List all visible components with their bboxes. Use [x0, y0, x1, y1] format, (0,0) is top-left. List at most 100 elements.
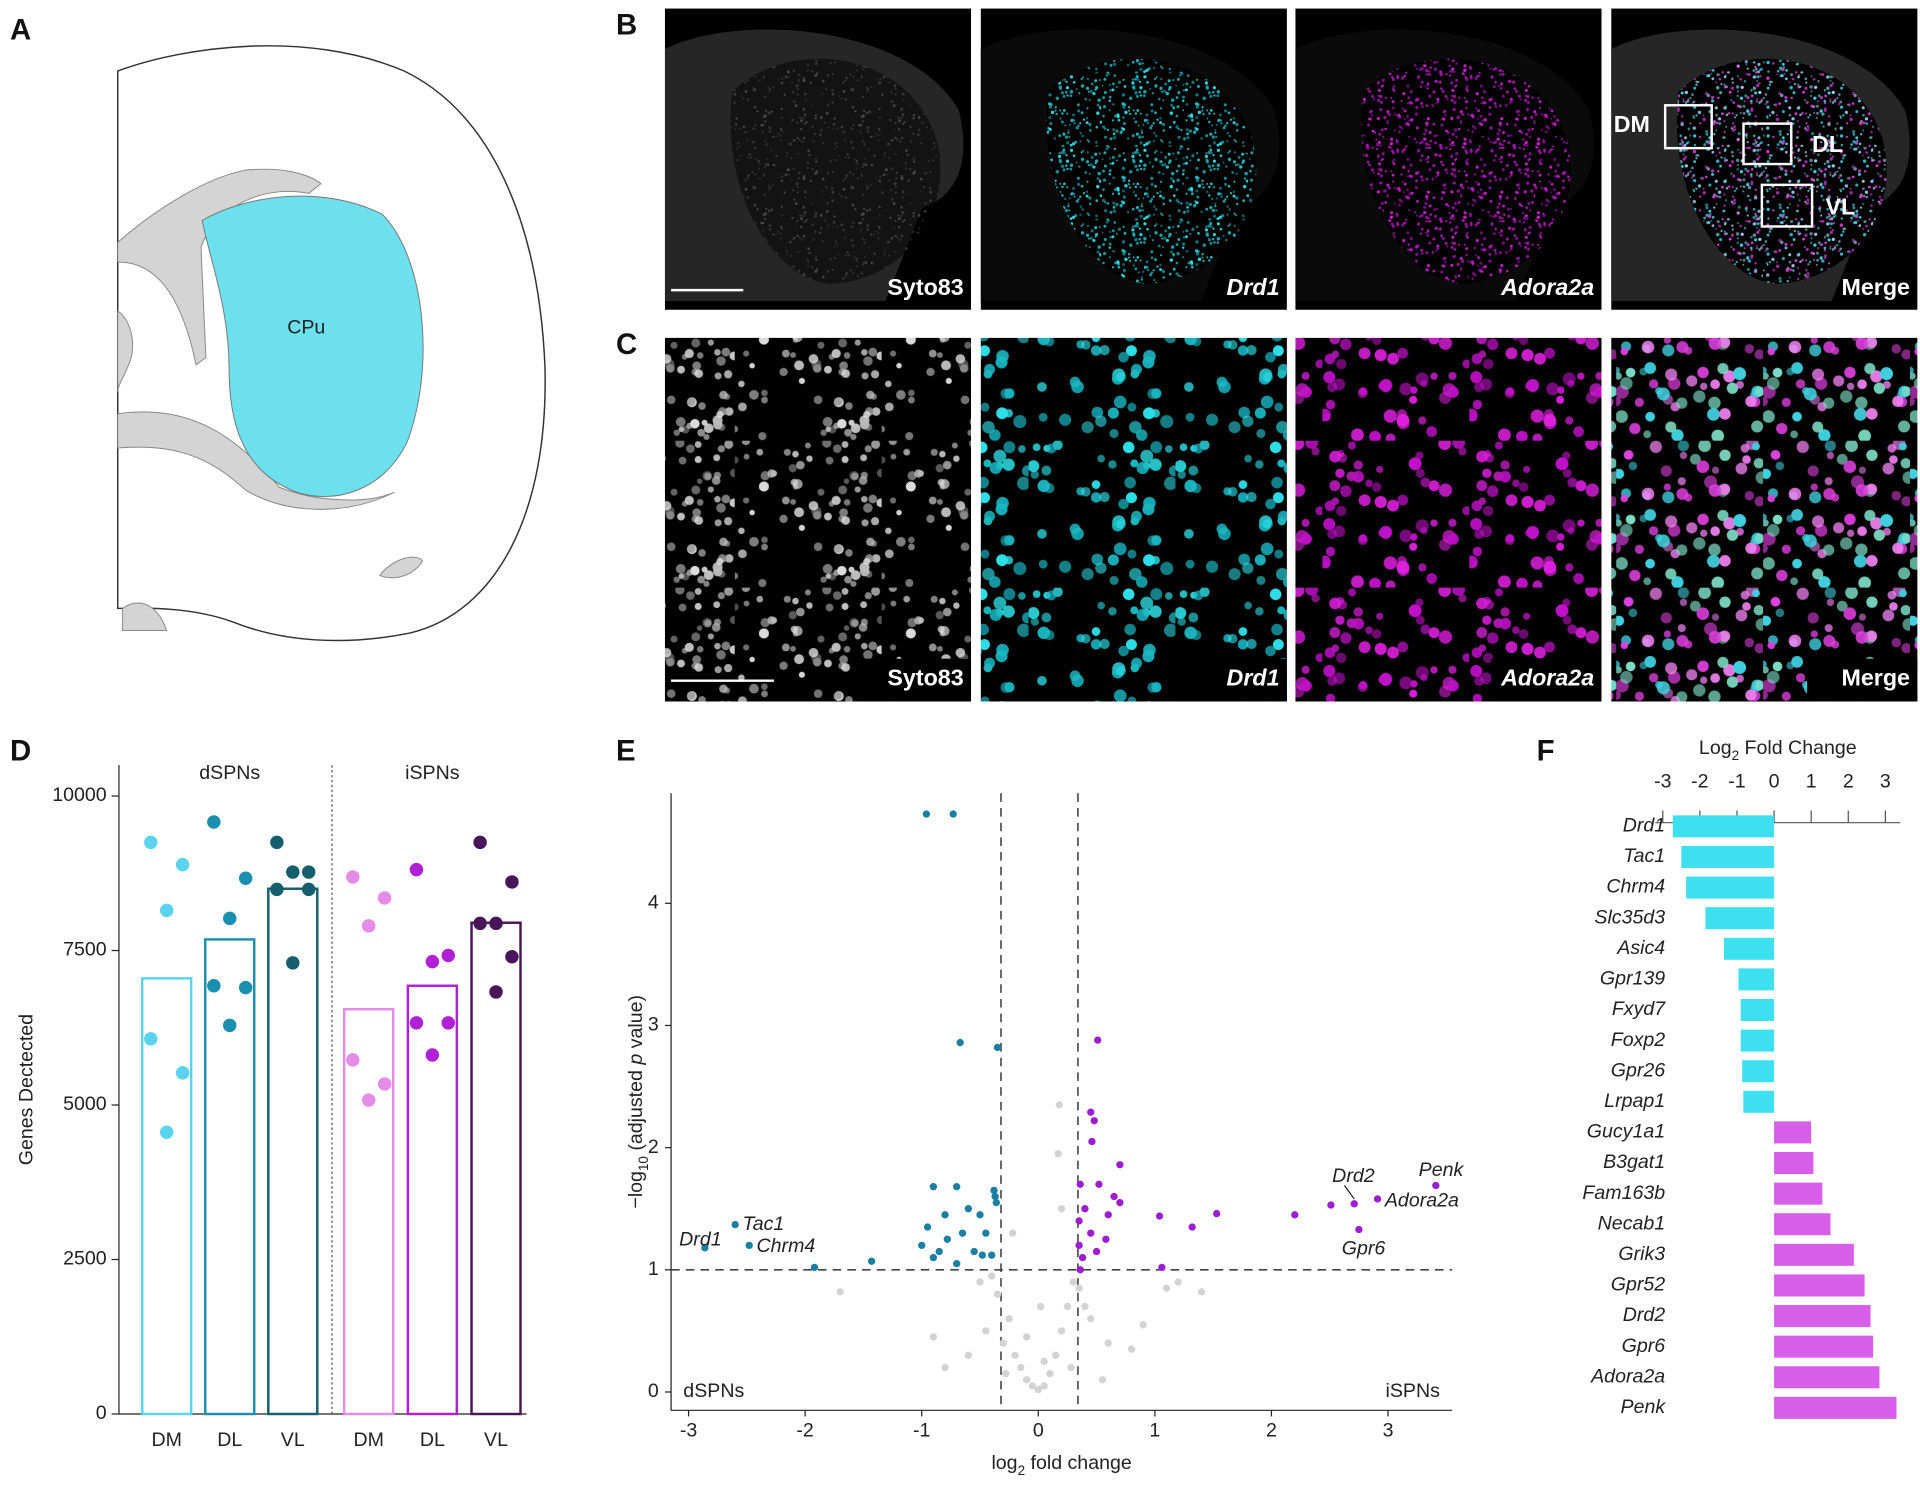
- striatum-signal: [730, 58, 941, 285]
- point: [1102, 1235, 1110, 1243]
- image-frame: [1295, 337, 1602, 702]
- point: [929, 1333, 938, 1341]
- point: [922, 810, 931, 818]
- point: [982, 1327, 990, 1335]
- point: [1092, 1247, 1101, 1256]
- category-label: Fxyd7: [1612, 998, 1666, 1020]
- point: [810, 1263, 819, 1272]
- point: [956, 1038, 964, 1047]
- group-label: dSPNs: [199, 762, 260, 784]
- label-part: fold change: [1025, 1452, 1132, 1474]
- point: [918, 1241, 926, 1250]
- dot: [425, 1048, 440, 1062]
- category-label: Tac1: [1623, 845, 1665, 867]
- dot: [238, 871, 253, 885]
- dot: [270, 835, 284, 850]
- y-tick-label: 7500: [63, 939, 107, 961]
- point: [1116, 1198, 1124, 1207]
- label-part: (adjusted: [625, 1065, 647, 1156]
- dot: [409, 1016, 424, 1030]
- white-matter: [117, 168, 322, 366]
- point: [982, 1229, 990, 1237]
- point: [1110, 1192, 1118, 1201]
- point: [993, 1043, 1002, 1052]
- x-tick-label: VL: [484, 1429, 508, 1451]
- x-tick-label: DL: [420, 1429, 445, 1451]
- dot: [238, 980, 253, 995]
- category-label: Lrpap1: [1604, 1090, 1665, 1112]
- bar: [204, 938, 256, 1416]
- bar: [342, 1008, 395, 1416]
- dot: [223, 911, 237, 926]
- group-label: iSPNs: [405, 762, 460, 784]
- bar: [1686, 876, 1775, 899]
- panel-letter: B: [616, 9, 637, 42]
- x-tick-label: -1: [913, 1419, 930, 1441]
- x-tick-label: 0: [1033, 1419, 1044, 1441]
- point: [1055, 1101, 1063, 1109]
- panel-letter: D: [10, 735, 31, 768]
- x-tick-label: -1: [1728, 770, 1745, 792]
- point: [1162, 1284, 1171, 1292]
- dot: [505, 949, 519, 964]
- dot: [175, 857, 190, 872]
- bar: [1774, 1335, 1874, 1358]
- category-label: Gpr6: [1622, 1335, 1666, 1357]
- category-label: Gpr26: [1611, 1059, 1666, 1081]
- dot: [346, 1053, 360, 1067]
- region-label: DM: [1614, 111, 1650, 137]
- point: [1104, 1339, 1112, 1347]
- annotation: iSPNs: [1385, 1380, 1440, 1402]
- micrographs: Syto83 Syto83 Drd1 Drd1 Adora2a Adora2a Merge M…: [664, 8, 1918, 702]
- label-part: Fold Change: [1739, 737, 1857, 759]
- point: [867, 1257, 876, 1265]
- point: [1212, 1209, 1221, 1218]
- y-tick-label: 2500: [63, 1248, 107, 1270]
- x-tick-label: 2: [1843, 770, 1854, 792]
- bar: [1672, 815, 1775, 838]
- dot: [144, 1032, 158, 1046]
- category-label: Drd2: [1623, 1304, 1666, 1326]
- point: [1087, 1315, 1095, 1323]
- dot: [270, 882, 284, 897]
- point-label: Gpr6: [1342, 1237, 1386, 1259]
- striatum-signal: [1676, 58, 1887, 285]
- x-tick-label: -2: [796, 1419, 813, 1441]
- point: [941, 1363, 949, 1372]
- point: [1098, 1376, 1107, 1384]
- category-label: Adora2a: [1590, 1365, 1665, 1387]
- dot: [473, 916, 487, 931]
- image-label: Syto83: [887, 665, 963, 691]
- point-label: Penk: [1419, 1159, 1465, 1181]
- image-label: Drd1: [1227, 274, 1280, 300]
- point: [964, 1351, 973, 1360]
- image-frame: [1611, 337, 1918, 702]
- point: [953, 1183, 961, 1191]
- bar: [1774, 1152, 1814, 1175]
- axis-label: Log2 Fold Change: [1699, 737, 1857, 763]
- side-lump: [378, 556, 424, 579]
- image-label: Adora2a: [1500, 274, 1594, 300]
- bar: [1774, 1182, 1823, 1205]
- point: [1022, 1376, 1031, 1384]
- region-label: VL: [1826, 193, 1856, 219]
- category-label: Gpr52: [1611, 1274, 1666, 1296]
- axis-label: −log10 (adjusted p value): [625, 995, 651, 1209]
- x-tick-label: 2: [1266, 1419, 1277, 1441]
- y-tick-label: 4: [648, 891, 659, 913]
- point: [1327, 1201, 1335, 1209]
- dot: [489, 916, 503, 931]
- x-tick-label: -3: [1654, 770, 1672, 792]
- point: [953, 1260, 961, 1268]
- dot: [441, 1016, 456, 1030]
- label-part: p: [625, 1054, 647, 1066]
- image-frame: [980, 337, 1287, 702]
- bottom-lump: [122, 602, 168, 631]
- point: [987, 1272, 996, 1280]
- category-label: Penk: [1621, 1396, 1667, 1418]
- point: [1081, 1205, 1089, 1213]
- dot: [301, 865, 316, 879]
- point: [1432, 1181, 1440, 1190]
- point: [958, 1229, 967, 1237]
